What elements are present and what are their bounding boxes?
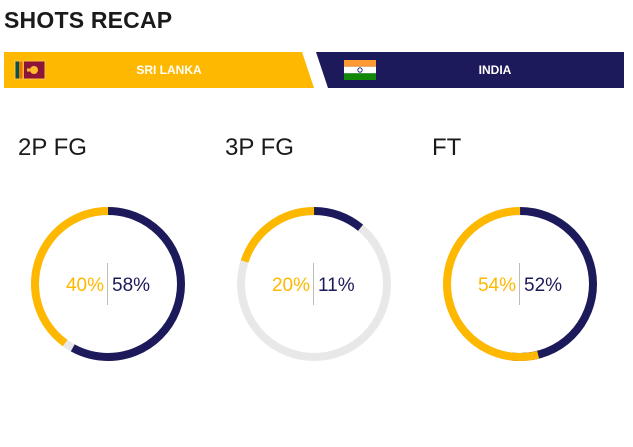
donut-2p-fg: 40% 58% xyxy=(28,204,188,364)
page-title: SHOTS RECAP xyxy=(4,7,173,33)
arc-home xyxy=(443,207,597,361)
pct-home: 40% xyxy=(65,275,104,296)
pct-away: 11% xyxy=(318,275,355,296)
pct-home: 20% xyxy=(271,275,310,296)
pct-away: 52% xyxy=(524,275,563,296)
stat-title-ft: FT xyxy=(432,134,462,161)
donut-ft: 54% 52% xyxy=(440,204,600,364)
sri-lanka-flag-icon xyxy=(14,60,46,80)
team-name-away: INDIA xyxy=(478,63,512,77)
pct-away: 58% xyxy=(112,275,151,296)
team-tab-away[interactable]: INDIA xyxy=(316,52,624,88)
team-tab-home[interactable]: SRI LANKA xyxy=(4,52,314,88)
india-flag-icon xyxy=(344,60,376,80)
pct-home: 54% xyxy=(477,275,516,296)
team-bar: SRI LANKA INDIA xyxy=(4,52,624,88)
donut-3p-fg: 20% 11% xyxy=(234,204,394,364)
team-name-home: SRI LANKA xyxy=(136,63,202,77)
divider xyxy=(313,263,314,305)
divider xyxy=(519,263,520,305)
stat-title-2p-fg: 2P FG xyxy=(18,134,87,161)
stat-title-3p-fg: 3P FG xyxy=(225,134,294,161)
arc-home xyxy=(31,207,185,361)
divider xyxy=(107,263,108,305)
